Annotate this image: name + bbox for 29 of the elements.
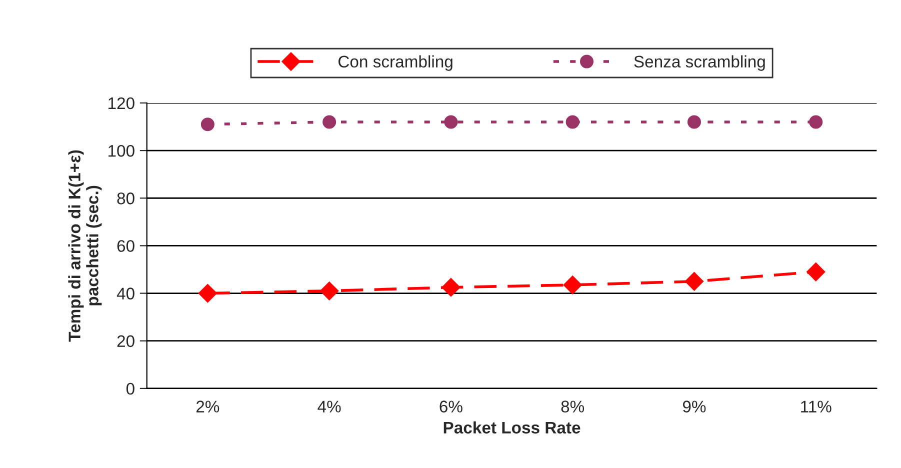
y-tick-label: 100 — [108, 144, 134, 157]
point — [442, 278, 460, 297]
x-tick-label: 8% — [561, 400, 584, 412]
x-tick-label: 6% — [440, 400, 462, 412]
y-tick-label: 40 — [116, 288, 134, 300]
point — [444, 115, 458, 129]
y-tick-label: 80 — [117, 192, 134, 204]
y-tick-label: 60 — [117, 240, 134, 252]
point — [806, 262, 826, 282]
y-tick-label: 0 — [126, 382, 134, 395]
x-tick-label: 4% — [318, 400, 341, 412]
y-axis-title: Tempi di arrivo di K(1+ε) pacchetti (sec.) — [68, 150, 102, 342]
y-tick-label: 120 — [108, 97, 134, 110]
point — [322, 115, 336, 129]
point — [320, 282, 339, 300]
x-tick-label: 9% — [682, 400, 706, 412]
x-axis-title: Packet Loss Rate — [444, 421, 580, 434]
legend-label: Con scrambling — [338, 55, 452, 71]
point — [198, 284, 218, 303]
legend-label: Senza scrambling — [634, 55, 765, 71]
point — [687, 115, 701, 129]
point — [809, 115, 823, 129]
y-tick-label: 20 — [117, 335, 134, 348]
point — [563, 276, 582, 294]
x-tick-label: 11% — [801, 400, 832, 412]
point — [200, 118, 214, 132]
point — [566, 115, 580, 129]
point — [684, 272, 704, 291]
x-tick-label: 2% — [196, 400, 220, 412]
